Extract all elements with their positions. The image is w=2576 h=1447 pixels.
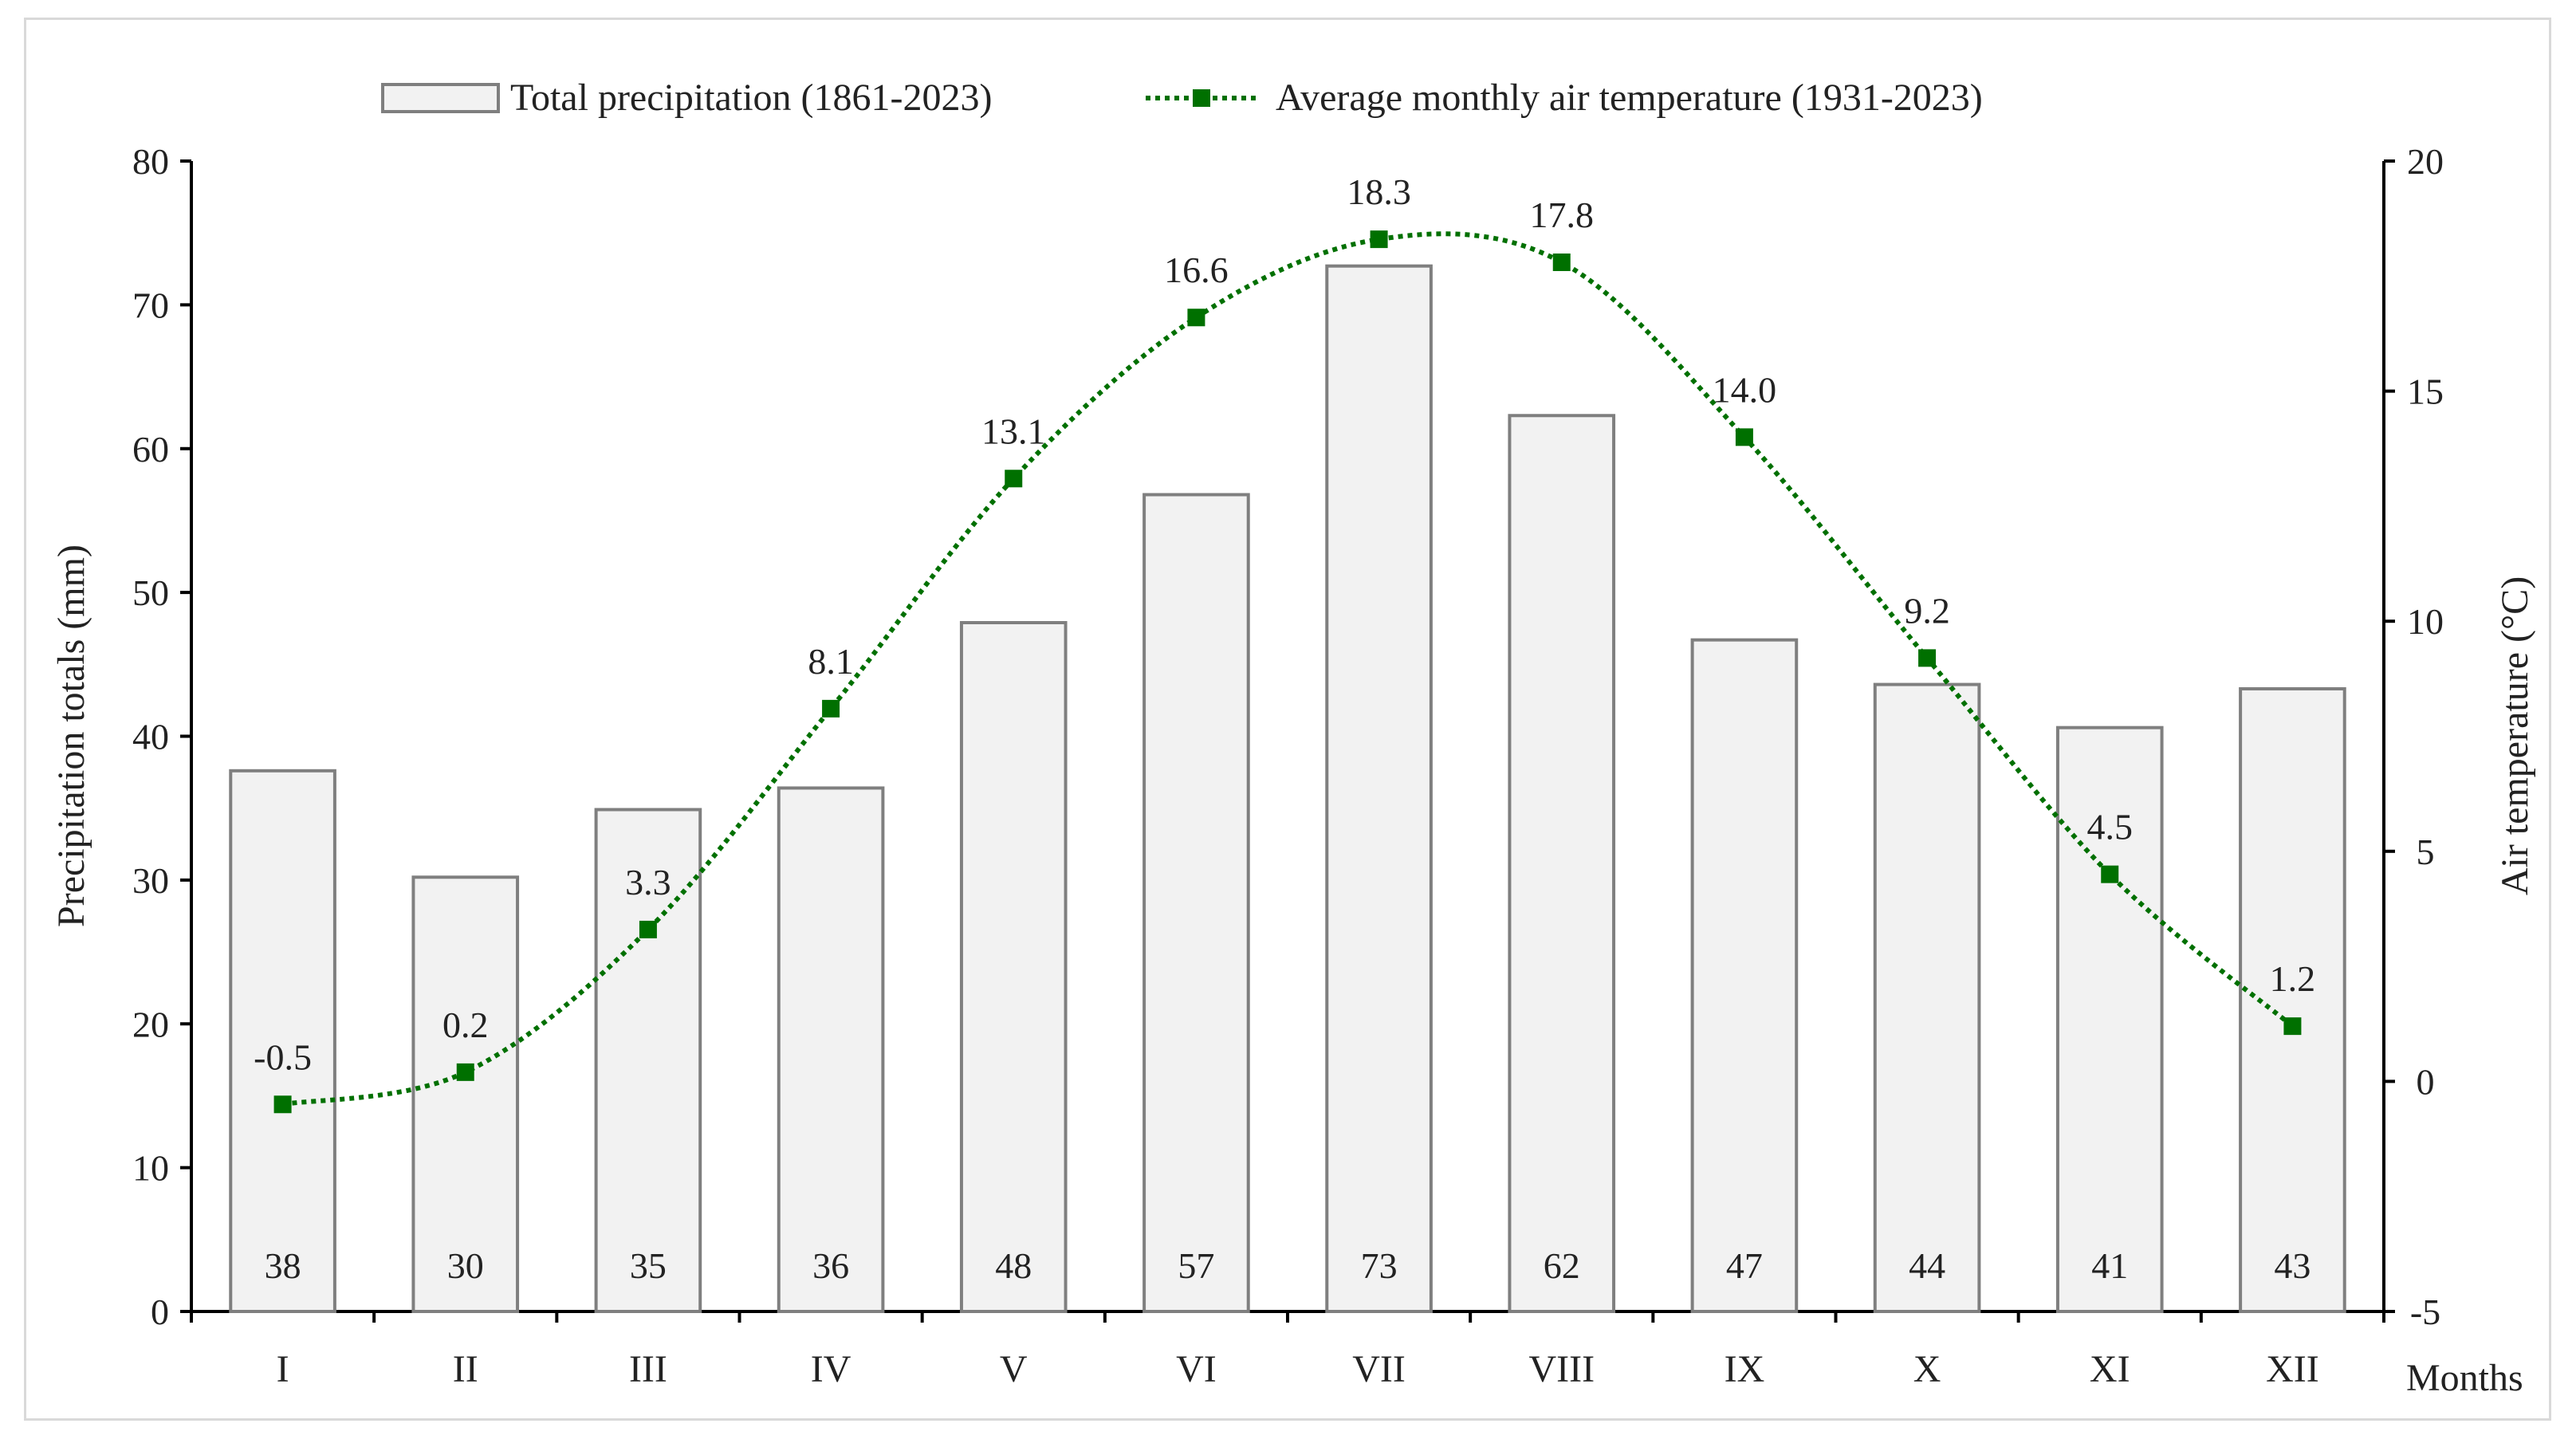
temperature-marker — [1735, 428, 1753, 446]
precipitation-bar — [1142, 493, 1250, 1313]
temperature-marker — [1370, 230, 1388, 249]
bar-value-label: 48 — [995, 1245, 1032, 1286]
bar-value-label: 44 — [1909, 1245, 1945, 1286]
temperature-value-label: 17.8 — [1530, 195, 1595, 235]
left-tick-label: 60 — [132, 429, 169, 470]
temperature-marker — [822, 699, 840, 718]
temperature-value-label: 14.0 — [1713, 369, 1777, 410]
precipitation-bar — [777, 786, 885, 1313]
left-tick-label: 40 — [132, 717, 169, 757]
left-tick-label: 20 — [132, 1004, 169, 1044]
bar-value-label: 41 — [2091, 1245, 2128, 1286]
y-axis-right-title: Air temperature (°C) — [2494, 576, 2536, 895]
x-tick-label: X — [1913, 1348, 1941, 1390]
x-tick-label: I — [277, 1348, 289, 1390]
bar-value-label: 30 — [447, 1245, 484, 1286]
precipitation-bar — [1325, 264, 1433, 1314]
x-tick-label: XI — [2090, 1348, 2130, 1390]
x-tick-label: XII — [2266, 1348, 2319, 1390]
right-axis-ticks: -5 0 5 10 15 20 — [2384, 141, 2444, 1332]
x-axis-ticks: I II III IV V VI VII VIII IX X XI XII — [190, 1311, 2385, 1390]
temperature-marker — [2283, 1017, 2302, 1036]
left-tick-label: 10 — [132, 1148, 169, 1189]
x-axis-title: Months — [2406, 1357, 2523, 1399]
right-tick-label: 20 — [2407, 141, 2444, 182]
temperature-value-label: 1.2 — [2270, 958, 2316, 999]
precipitation-bar — [2239, 686, 2346, 1313]
temperature-marker — [1005, 470, 1023, 488]
bar-value-label: 62 — [1544, 1245, 1580, 1286]
temperature-marker — [273, 1095, 292, 1114]
line-series — [273, 230, 2302, 1114]
legend-swatch-precipitation — [381, 83, 500, 113]
bar-value-label: 73 — [1361, 1245, 1398, 1286]
left-axis-ticks: 0 10 20 30 40 50 60 70 80 — [132, 141, 191, 1332]
left-tick-label: 50 — [132, 572, 169, 613]
bar-value-labels: 38 30 35 36 48 57 73 62 47 44 41 43 — [265, 1245, 2311, 1286]
bar-value-label: 47 — [1726, 1245, 1763, 1286]
left-tick-label: 0 — [151, 1292, 169, 1332]
temperature-marker — [1187, 309, 1205, 327]
x-tick-label: V — [1000, 1348, 1028, 1390]
y-axis-left-title: Precipitation totals (mm) — [50, 545, 92, 927]
x-tick-label: VII — [1352, 1348, 1406, 1390]
precipitation-bar — [2055, 725, 2164, 1313]
x-tick-label: IX — [1725, 1348, 1765, 1390]
bar-value-label: 38 — [265, 1245, 301, 1286]
left-tick-label: 70 — [132, 285, 169, 325]
temperature-marker — [639, 920, 657, 938]
precipitation-bar — [229, 769, 336, 1313]
temperature-line — [282, 231, 2295, 1107]
bar-value-label: 35 — [630, 1245, 667, 1286]
precipitation-bar — [1873, 682, 1981, 1313]
temperature-marker — [1918, 649, 1937, 667]
temperature-value-label: 3.3 — [625, 862, 671, 902]
temperature-value-label: 8.1 — [808, 641, 854, 682]
right-tick-label: 15 — [2407, 372, 2444, 412]
legend-label-temperature: Average monthly air temperature (1931-20… — [1276, 77, 1983, 119]
right-tick-label: 0 — [2417, 1061, 2435, 1102]
right-tick-label: -5 — [2410, 1292, 2440, 1332]
temperature-marker — [2101, 865, 2119, 883]
precipitation-bar — [1508, 414, 1616, 1313]
precipitation-bar — [959, 621, 1068, 1313]
right-tick-label: 10 — [2407, 601, 2444, 642]
bar-value-label: 57 — [1178, 1245, 1214, 1286]
temperature-value-label: 16.6 — [1164, 250, 1229, 290]
temperature-marker — [456, 1063, 474, 1081]
temperature-value-label: 9.2 — [1904, 590, 1950, 631]
temperature-value-label: -0.5 — [254, 1036, 312, 1077]
temperature-value-label: 0.2 — [442, 1005, 489, 1045]
right-tick-label: 5 — [2417, 832, 2435, 872]
line-value-labels: -0.5 0.2 3.3 8.1 13.1 16.6 18.3 17.8 14.0 9.2 4.5 1… — [254, 171, 2315, 1077]
precipitation-bar — [1690, 638, 1799, 1313]
legend: Total precipitation (1861-2023) Average … — [381, 77, 1983, 119]
legend-marker-temperature — [1193, 89, 1210, 107]
legend-label-precipitation: Total precipitation (1861-2023) — [510, 77, 992, 119]
temperature-value-label: 18.3 — [1347, 171, 1411, 212]
bar-value-label: 43 — [2274, 1245, 2311, 1286]
x-tick-label: VI — [1176, 1348, 1217, 1390]
x-tick-label: VIII — [1528, 1348, 1595, 1390]
temperature-value-label: 4.5 — [2087, 807, 2134, 847]
x-tick-label: III — [629, 1348, 667, 1390]
bar-series — [229, 264, 2346, 1314]
x-tick-label: II — [453, 1348, 478, 1390]
left-tick-label: 80 — [132, 141, 169, 182]
temperature-marker — [1552, 253, 1571, 271]
x-tick-label: IV — [811, 1348, 851, 1390]
temperature-value-label: 13.1 — [981, 411, 1046, 451]
bar-value-label: 36 — [812, 1245, 849, 1286]
precipitation-bar — [411, 875, 520, 1313]
left-tick-label: 30 — [132, 860, 169, 901]
